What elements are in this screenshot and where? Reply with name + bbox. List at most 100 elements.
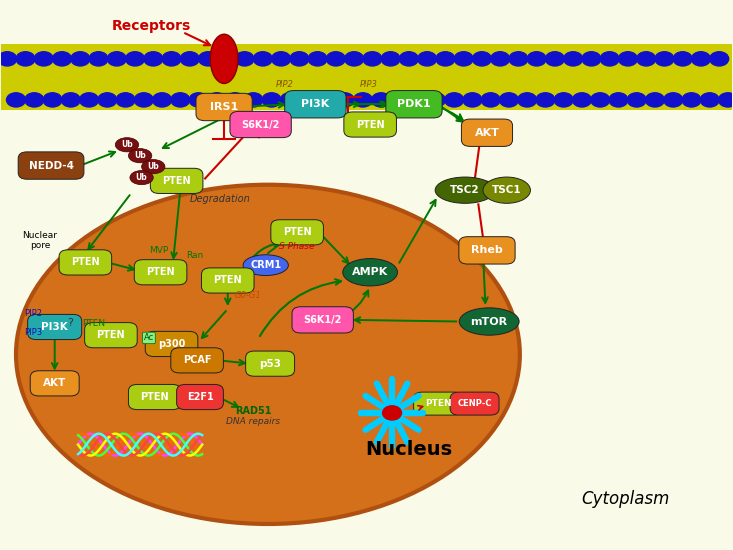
Circle shape xyxy=(217,52,236,66)
Circle shape xyxy=(71,52,89,66)
Circle shape xyxy=(125,52,144,66)
Circle shape xyxy=(226,93,245,107)
Circle shape xyxy=(663,93,682,107)
Text: TSC1: TSC1 xyxy=(492,185,521,195)
FancyBboxPatch shape xyxy=(344,112,397,137)
FancyBboxPatch shape xyxy=(459,236,515,264)
Text: PDK1: PDK1 xyxy=(397,99,431,109)
FancyBboxPatch shape xyxy=(28,315,81,339)
Circle shape xyxy=(427,93,446,107)
Circle shape xyxy=(517,93,537,107)
FancyBboxPatch shape xyxy=(270,220,323,245)
FancyBboxPatch shape xyxy=(171,348,224,373)
Circle shape xyxy=(627,93,647,107)
Circle shape xyxy=(25,93,44,107)
FancyBboxPatch shape xyxy=(30,371,79,396)
Circle shape xyxy=(79,93,98,107)
FancyBboxPatch shape xyxy=(202,268,254,293)
Text: S Phase: S Phase xyxy=(279,242,315,251)
Circle shape xyxy=(536,93,555,107)
Text: IRS1: IRS1 xyxy=(210,102,238,112)
Circle shape xyxy=(345,52,364,66)
Ellipse shape xyxy=(343,258,397,286)
Circle shape xyxy=(499,93,518,107)
Circle shape xyxy=(199,52,218,66)
Text: Degradation: Degradation xyxy=(190,195,251,205)
FancyBboxPatch shape xyxy=(134,260,187,285)
Ellipse shape xyxy=(128,148,152,163)
Text: Ac: Ac xyxy=(144,333,154,343)
Circle shape xyxy=(609,93,628,107)
Circle shape xyxy=(655,52,674,66)
Text: ?: ? xyxy=(67,318,73,328)
FancyBboxPatch shape xyxy=(145,331,198,356)
Text: Ub: Ub xyxy=(136,173,147,182)
Circle shape xyxy=(62,93,80,107)
FancyBboxPatch shape xyxy=(462,119,512,146)
Text: PIP3: PIP3 xyxy=(23,328,42,337)
Text: AKT: AKT xyxy=(474,128,499,138)
Text: Rheb: Rheb xyxy=(471,245,503,255)
FancyBboxPatch shape xyxy=(177,384,224,410)
Ellipse shape xyxy=(460,308,519,335)
Circle shape xyxy=(700,93,719,107)
Text: CRM1: CRM1 xyxy=(250,260,281,270)
Circle shape xyxy=(637,52,655,66)
Text: p300: p300 xyxy=(158,339,185,349)
Text: S6K1/2: S6K1/2 xyxy=(241,119,280,129)
FancyBboxPatch shape xyxy=(150,168,203,194)
Text: PTEN: PTEN xyxy=(162,176,191,186)
Circle shape xyxy=(399,52,419,66)
Circle shape xyxy=(116,93,135,107)
Ellipse shape xyxy=(243,255,288,276)
Ellipse shape xyxy=(483,177,531,204)
Circle shape xyxy=(171,93,190,107)
Circle shape xyxy=(600,52,619,66)
Circle shape xyxy=(445,93,463,107)
FancyBboxPatch shape xyxy=(284,91,346,118)
Ellipse shape xyxy=(435,177,495,204)
Circle shape xyxy=(572,93,592,107)
Text: Ub: Ub xyxy=(121,140,133,149)
Text: Nucleus: Nucleus xyxy=(365,439,452,459)
Text: Ub: Ub xyxy=(134,151,146,160)
Text: PTEN: PTEN xyxy=(83,318,106,328)
Circle shape xyxy=(97,93,117,107)
Circle shape xyxy=(271,52,290,66)
Circle shape xyxy=(254,52,272,66)
Circle shape xyxy=(619,52,638,66)
Text: PCAF: PCAF xyxy=(183,355,211,365)
Circle shape xyxy=(144,52,163,66)
Text: PTEN: PTEN xyxy=(213,276,242,285)
Circle shape xyxy=(107,52,126,66)
Text: TSC2: TSC2 xyxy=(450,185,480,195)
Circle shape xyxy=(363,52,382,66)
FancyBboxPatch shape xyxy=(59,250,111,275)
Circle shape xyxy=(418,52,437,66)
FancyBboxPatch shape xyxy=(128,384,181,410)
Ellipse shape xyxy=(16,185,520,524)
Circle shape xyxy=(326,52,345,66)
FancyBboxPatch shape xyxy=(386,91,442,118)
Circle shape xyxy=(53,52,72,66)
Circle shape xyxy=(89,52,108,66)
Text: DNA repairs: DNA repairs xyxy=(226,417,281,426)
Circle shape xyxy=(718,93,733,107)
Text: PTEN: PTEN xyxy=(283,227,312,237)
Text: E2F1: E2F1 xyxy=(187,392,213,402)
Circle shape xyxy=(16,52,35,66)
Text: G0-G1: G0-G1 xyxy=(235,292,262,300)
Circle shape xyxy=(152,93,172,107)
Text: Cytoplasm: Cytoplasm xyxy=(581,491,670,508)
Circle shape xyxy=(554,93,573,107)
Text: PTEN: PTEN xyxy=(97,330,125,340)
Text: Ac: Ac xyxy=(144,333,154,343)
Circle shape xyxy=(189,93,208,107)
Text: CENP-C: CENP-C xyxy=(457,399,492,408)
FancyBboxPatch shape xyxy=(196,94,252,120)
Circle shape xyxy=(262,93,281,107)
Circle shape xyxy=(280,93,299,107)
Circle shape xyxy=(582,52,601,66)
Circle shape xyxy=(0,52,17,66)
Text: PIP2: PIP2 xyxy=(276,80,294,89)
